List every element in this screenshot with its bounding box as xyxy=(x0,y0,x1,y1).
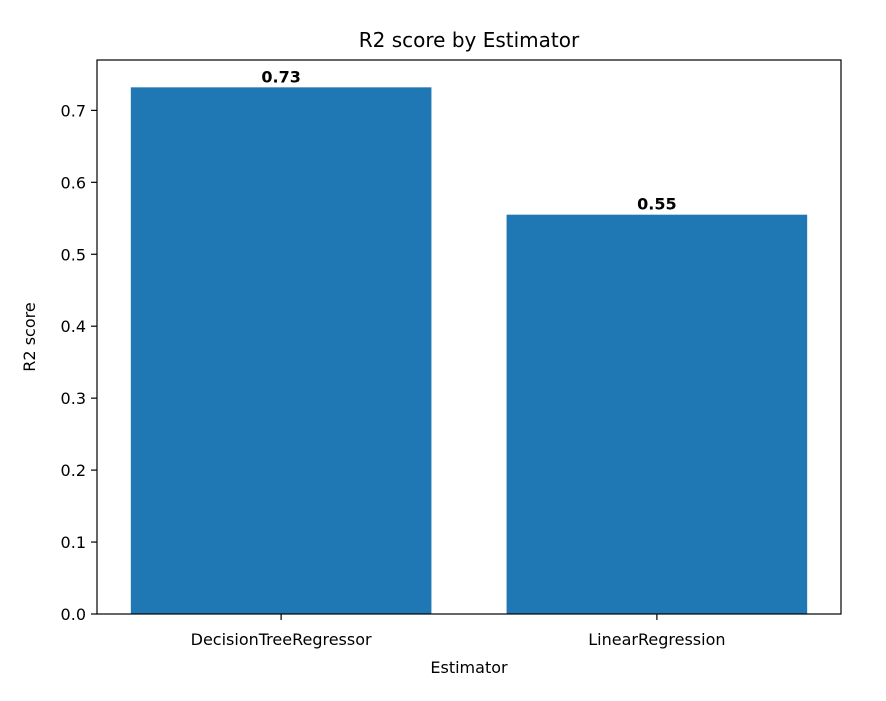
y-tick-label: 0.4 xyxy=(61,317,86,336)
bars xyxy=(130,87,808,615)
data-labels: 0.73 0.55 xyxy=(261,67,676,213)
x-axis: DecisionTreeRegressor LinearRegression xyxy=(191,614,726,649)
bar-linearregression xyxy=(506,214,808,615)
y-tick-label: 0.5 xyxy=(61,245,86,264)
y-tick-label: 0.1 xyxy=(61,533,86,552)
data-label-decisiontreeregressor: 0.73 xyxy=(261,67,300,86)
y-axis-label: R2 score xyxy=(20,302,39,371)
x-tick-label-decisiontreeregressor: DecisionTreeRegressor xyxy=(191,630,372,649)
plot-area-frame xyxy=(96,59,842,615)
bar-decisiontreeregressor xyxy=(130,87,432,614)
chart-title: R2 score by Estimator xyxy=(359,28,580,52)
y-tick-label: 0.6 xyxy=(61,173,86,192)
y-tick-label: 0.0 xyxy=(61,605,86,624)
y-tick-label: 0.2 xyxy=(61,461,86,480)
x-tick-label-linearregression: LinearRegression xyxy=(588,630,725,649)
y-tick-label: 0.3 xyxy=(61,389,86,408)
y-axis: 0.0 0.1 0.2 0.3 0.4 0.5 0.6 0.7 xyxy=(61,101,97,624)
y-tick-label: 0.7 xyxy=(61,101,86,120)
data-label-linearregression: 0.55 xyxy=(637,195,676,214)
x-axis-label: Estimator xyxy=(430,658,508,677)
